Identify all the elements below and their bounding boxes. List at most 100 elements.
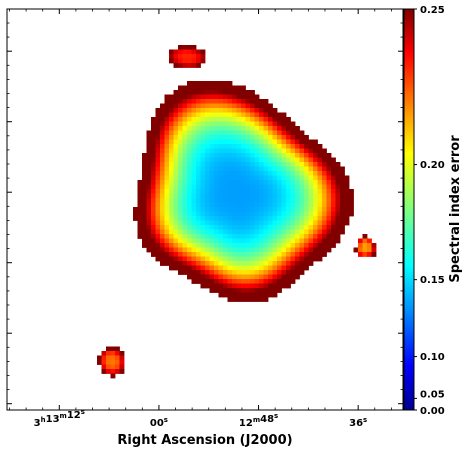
heatmap-pixel: [196, 81, 201, 86]
heatmap-pixel: [182, 229, 188, 235]
heatmap-pixel: [263, 162, 269, 167]
heatmap-pixel: [205, 81, 210, 86]
heatmap-pixel: [178, 234, 183, 239]
heatmap-pixel: [241, 198, 246, 203]
colorbar-label: Spectral index error: [448, 135, 463, 283]
heatmap-pixel: [322, 175, 327, 181]
heatmap-pixel: [308, 166, 314, 172]
heatmap-pixel: [209, 225, 215, 230]
heatmap-pixel: [205, 193, 210, 199]
heatmap-pixel: [236, 274, 242, 280]
heatmap-pixel: [155, 148, 161, 154]
heatmap-pixel: [223, 103, 228, 109]
heatmap-pixel: [304, 256, 309, 262]
heatmap-pixel: [169, 94, 174, 100]
heatmap-pixel: [232, 243, 237, 248]
heatmap-pixel: [223, 94, 228, 100]
heatmap-pixel: [200, 180, 206, 185]
heatmap-pixel: [241, 121, 246, 127]
heatmap-pixel: [245, 265, 251, 271]
heatmap-pixel: [304, 225, 309, 230]
heatmap-pixel: [169, 130, 174, 136]
heatmap-pixel: [331, 216, 336, 221]
heatmap-pixel: [236, 292, 242, 298]
heatmap-pixel: [241, 184, 246, 190]
heatmap-pixel: [191, 238, 197, 244]
heatmap-pixel: [295, 247, 300, 253]
heatmap-pixel: [277, 184, 282, 190]
heatmap-pixel: [281, 153, 287, 158]
heatmap-pixel: [223, 135, 228, 140]
heatmap-pixel: [209, 112, 215, 118]
heatmap-pixel: [196, 243, 201, 248]
x-axis-label: Right Ascension (J2000): [117, 433, 292, 448]
heatmap-pixel: [281, 117, 287, 122]
heatmap-pixel: [196, 180, 201, 185]
heatmap-pixel: [268, 144, 273, 149]
heatmap-pixel: [178, 85, 183, 91]
heatmap-pixel: [286, 130, 291, 136]
heatmap-pixel: [295, 207, 300, 212]
heatmap-pixel: [164, 103, 170, 109]
heatmap-pixel: [263, 103, 269, 109]
heatmap-pixel: [263, 274, 269, 280]
heatmap-pixel: [263, 270, 269, 275]
heatmap-pixel: [191, 148, 197, 154]
heatmap-pixel: [205, 112, 210, 118]
heatmap-pixel: [340, 171, 345, 176]
heatmap-pixel: [272, 135, 278, 140]
heatmap-pixel: [277, 243, 282, 248]
heatmap-pixel: [151, 157, 156, 163]
heatmap-pixel: [254, 148, 260, 154]
heatmap-pixel: [250, 243, 255, 248]
heatmap-pixel: [160, 238, 165, 244]
heatmap-pixel: [272, 166, 278, 172]
heatmap-pixel: [187, 171, 192, 176]
heatmap-pixel: [232, 261, 237, 266]
heatmap-pixel: [218, 85, 224, 91]
heatmap-pixel: [187, 117, 192, 122]
heatmap-pixel: [209, 270, 215, 275]
heatmap-pixel: [313, 202, 318, 208]
heatmap-pixel: [250, 252, 255, 257]
heatmap-pixel: [191, 153, 197, 158]
heatmap-pixel: [317, 207, 323, 212]
heatmap-pixel: [277, 283, 282, 289]
heatmap-pixel: [254, 220, 260, 226]
heatmap-pixel: [187, 148, 192, 154]
heatmap-pixel: [254, 166, 260, 172]
heatmap-pixel: [295, 274, 300, 280]
heatmap-pixel: [250, 202, 255, 208]
heatmap-pixel: [259, 135, 264, 140]
heatmap-pixel: [196, 279, 201, 284]
heatmap-pixel: [187, 126, 192, 131]
heatmap-pixel: [169, 207, 174, 212]
heatmap-pixel: [155, 225, 161, 230]
heatmap-pixel: [259, 175, 264, 181]
heatmap-pixel: [187, 207, 192, 212]
heatmap-pixel: [290, 220, 296, 226]
heatmap-pixel: [295, 234, 300, 239]
heatmap-pixel: [218, 189, 224, 194]
heatmap-pixel: [178, 252, 183, 257]
heatmap-pixel: [250, 144, 255, 149]
heatmap-pixel: [317, 184, 323, 190]
heatmap-pixel: [290, 198, 296, 203]
heatmap-pixel: [146, 180, 152, 185]
heatmap-pixel: [254, 126, 260, 131]
colorbar: [403, 8, 415, 411]
heatmap-pixel: [295, 130, 300, 136]
heatmap-pixel: [304, 135, 309, 140]
heatmap-pixel: [164, 153, 170, 158]
heatmap-pixel: [142, 234, 147, 239]
heatmap-pixel: [344, 207, 350, 212]
heatmap-pixel: [272, 207, 278, 212]
heatmap-pixel: [110, 373, 116, 379]
heatmap-pixel: [245, 121, 251, 127]
heatmap-pixel: [245, 261, 251, 266]
heatmap-pixel: [155, 171, 161, 176]
heatmap-pixel: [200, 247, 206, 253]
heatmap-pixel: [232, 162, 237, 167]
heatmap-pixel: [173, 171, 179, 176]
heatmap-pixel: [241, 265, 246, 271]
